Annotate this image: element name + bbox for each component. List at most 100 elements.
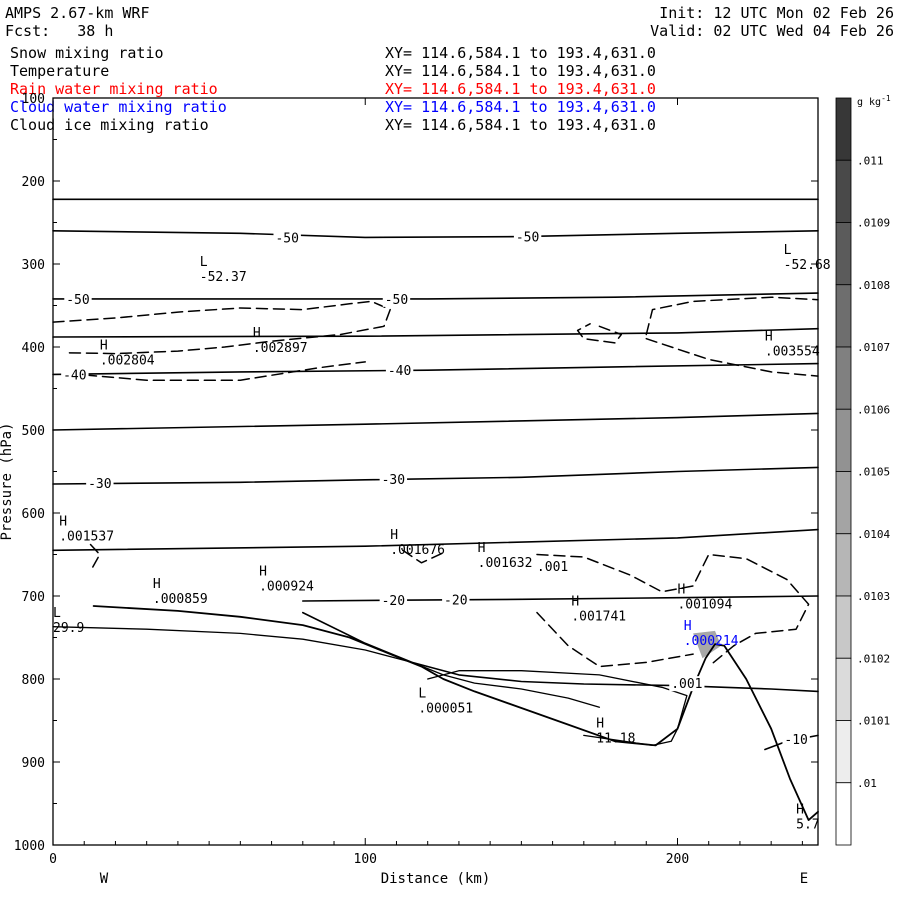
y-tick-label: 200	[22, 175, 45, 190]
extremum-letter: H	[796, 803, 804, 818]
label-background	[379, 593, 408, 609]
y-tick-label: 800	[22, 673, 45, 688]
extremum-value: .001537	[59, 530, 114, 545]
colorbar-swatch	[835, 346, 852, 410]
cloud-ice-contour	[427, 670, 688, 747]
colorbar-label: .01	[857, 777, 877, 790]
field-name-snow: Snow mixing ratio	[10, 44, 164, 62]
temperature-contour	[52, 528, 819, 552]
field-name-rain: Rain water mixing ratio	[10, 80, 218, 98]
temperature-contour-label: -50	[385, 293, 408, 308]
colorbar-label: .0108	[857, 279, 890, 292]
extremum-value: .000051	[418, 701, 473, 716]
extremum-letter: H	[677, 583, 685, 598]
snow-contour	[576, 323, 623, 344]
snow-contour	[89, 543, 101, 572]
field-name-temperature: Temperature	[10, 62, 110, 80]
y-tick-label: 1000	[14, 839, 45, 854]
colorbar-swatch	[835, 284, 852, 348]
temperature-contour	[52, 292, 819, 300]
colorbar-swatch	[835, 595, 852, 659]
temperature-contour-label: -40	[63, 368, 86, 383]
init-time: Init: 12 UTC Mon 02 Feb 26	[659, 4, 894, 22]
colorbar-label: .0109	[857, 217, 890, 230]
field-xy-cloud-ice: XY= 114.6,584.1 to 193.4,631.0	[385, 116, 656, 134]
label-background	[379, 471, 408, 487]
snow-contour	[67, 361, 366, 381]
label-background	[669, 676, 705, 692]
extremum-value: .001741	[571, 609, 626, 624]
extremum-value: 11.18	[596, 731, 635, 746]
axes: 100 200 300 400 500 600 700 800 900 1000 0 100 200 Di…	[0, 92, 819, 887]
extremum-value: 29.9	[53, 621, 84, 636]
y-tick-label: 400	[22, 341, 45, 356]
extremum-letter: H	[390, 528, 398, 543]
extremum-value: .000859	[153, 592, 208, 607]
extremum-letter: H	[571, 594, 579, 609]
colorbar: .011 .0109 .0108 .0107 .0106 .0105 .0104 .0103.…	[835, 94, 891, 846]
extremum-letter: H	[259, 564, 267, 579]
field-name-cloud-water: Cloud water mixing ratio	[10, 98, 227, 116]
y-tick-label: 300	[22, 258, 45, 273]
label-background	[782, 731, 810, 747]
colorbar-swatch	[835, 533, 852, 597]
colorbar-swatch	[835, 471, 852, 535]
colorbar-label: .0105	[857, 466, 890, 479]
label-background	[273, 230, 301, 246]
y-tick-label: 100	[22, 92, 45, 107]
y-tick-label: 900	[22, 756, 45, 771]
extremum-letter: H	[684, 619, 692, 634]
cloud-water-shading	[693, 630, 722, 659]
west-label: W	[100, 871, 109, 887]
colorbar-swatch	[835, 408, 852, 472]
field-name-cloud-ice: Cloud ice mixing ratio	[10, 116, 209, 134]
temperature-contour-label: -50	[275, 231, 298, 246]
temperature-contour	[52, 362, 819, 376]
colorbar-label: .0103	[857, 590, 890, 603]
temperature-contour-label: -50	[516, 231, 539, 246]
snow-contour	[52, 300, 391, 355]
colorbar-swatch	[835, 159, 852, 223]
temperature-contour-label: -30	[382, 473, 405, 488]
extremum-value: .000924	[259, 579, 314, 594]
contours	[52, 198, 819, 821]
label-background	[64, 291, 92, 307]
extremum-letter: H	[596, 716, 604, 731]
field-xy-cloud-water: XY= 114.6,584.1 to 193.4,631.0	[385, 98, 656, 116]
colorbar-label: .0107	[857, 341, 890, 354]
x-tick-label: 200	[666, 852, 689, 867]
x-axis-title: Distance (km)	[381, 871, 491, 887]
extremum-value: .000214	[684, 634, 739, 649]
cloud-ice-contour	[52, 626, 601, 708]
colorbar-unit: g kg-1	[857, 94, 891, 108]
temperature-contour-label: -20	[382, 594, 405, 609]
east-label: E	[800, 871, 808, 887]
snow-contour-label: .001	[671, 677, 702, 692]
extremum-value: 5.7	[796, 818, 819, 833]
temperature-contour-label: -30	[88, 477, 111, 492]
label-background	[382, 291, 411, 307]
label-background	[61, 367, 89, 383]
snow-contour	[401, 549, 445, 564]
snow-contour	[645, 296, 819, 336]
field-xy-snow: XY= 114.6,584.1 to 193.4,631.0	[385, 44, 656, 62]
extremum-letter: H	[478, 541, 486, 556]
colorbar-label: .0106	[857, 403, 890, 416]
valid-time: Valid: 02 UTC Wed 04 Feb 26	[650, 22, 894, 40]
extremum-letter: H	[765, 330, 773, 345]
temperature-contour-label: -50	[66, 293, 89, 308]
label-background	[534, 559, 571, 575]
y-tick-label: 600	[22, 507, 45, 522]
forecast-hour: Fcst: 38 h	[5, 22, 114, 40]
x-tick-label: 0	[49, 852, 57, 867]
label-background	[385, 363, 414, 379]
model-title: AMPS 2.67-km WRF	[5, 4, 150, 22]
extremum-value: .003554	[765, 345, 820, 360]
y-axis-title: Pressure (hPa)	[0, 422, 15, 540]
extremum-letter: L	[418, 686, 426, 701]
snow-contour	[536, 553, 810, 668]
contour-labels: -50 -50 -50 -50 -40 -40 -30 -30 -20 -20 -10 .001 .00…	[53, 229, 831, 833]
colorbar-swatch	[835, 782, 852, 846]
